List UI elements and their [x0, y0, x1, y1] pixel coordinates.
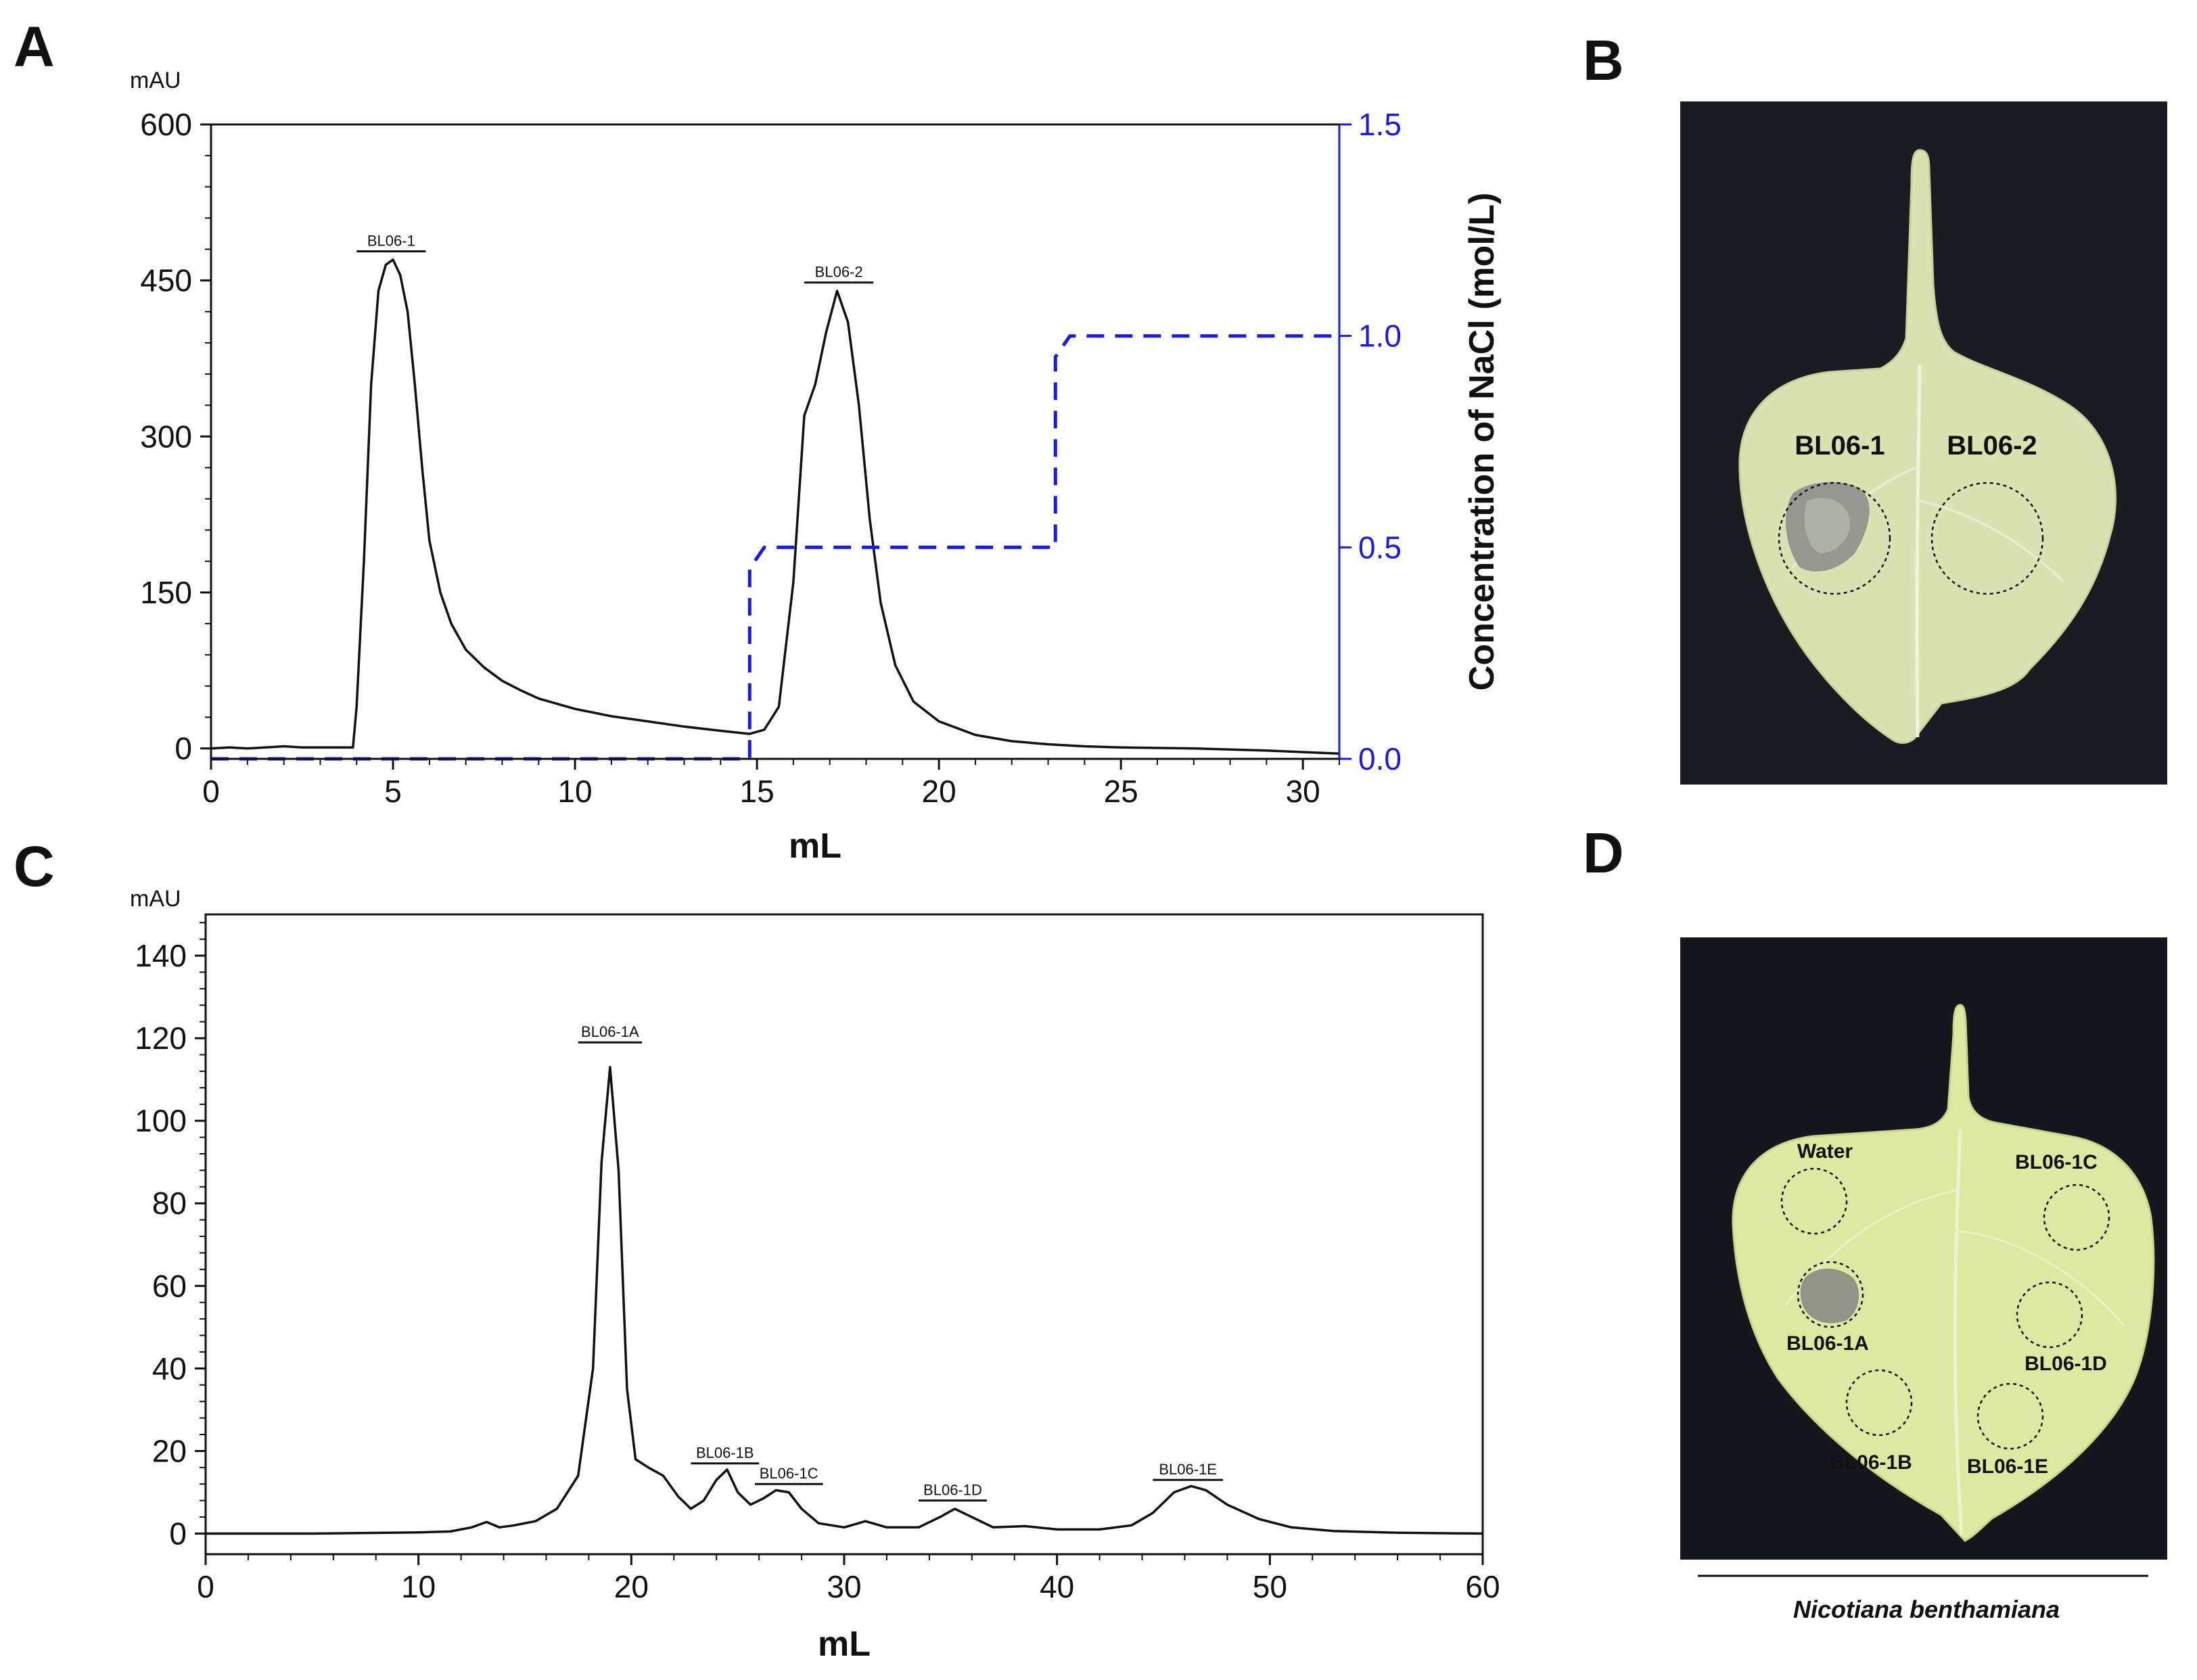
chart-a-peak-label-0: BL06-1 — [367, 233, 415, 250]
leaf-d-label-1a: BL06-1A — [1786, 1332, 1869, 1355]
panel-letter-a: A — [14, 15, 55, 78]
chart-c-series — [206, 1066, 1483, 1535]
chart-c-x-tick-label-2: 20 — [614, 1569, 649, 1604]
leaf-b-label-2: BL06-2 — [1947, 431, 2037, 461]
leaf-photo-d: Water BL06-1C BL06-1A BL06-1D BL06-1B BL… — [1680, 937, 2167, 1623]
species-label: Nicotiana benthamiana — [1793, 1595, 2060, 1623]
chart-a-series — [210, 258, 1340, 761]
chart-c-x-tick-label-5: 50 — [1253, 1569, 1287, 1604]
chart-a-frame — [210, 123, 1341, 760]
chart-a-y2-tick-label-0: 0.0 — [1358, 741, 1402, 776]
leaf-d-label-1c: BL06-1C — [2015, 1151, 2098, 1173]
chart-c-x-tick-label-6: 60 — [1465, 1569, 1500, 1604]
chart-a-x-axis-title: mL — [789, 826, 841, 866]
chart-a-x-tick-label-6: 30 — [1286, 774, 1320, 809]
chart-a-x-tick-label-0: 0 — [202, 774, 220, 809]
chart-c-series-line-0 — [206, 1066, 1483, 1535]
leaf-d-circle-1a — [1797, 1261, 1864, 1328]
chart-c-y-tick-label-6: 120 — [135, 1021, 187, 1056]
chart-a-x-tick-label-4: 20 — [922, 774, 956, 809]
chart-c-peak-label-0: BL06-1A — [581, 1023, 639, 1040]
chart-c-y-tick-label-3: 60 — [152, 1268, 187, 1303]
chart-c-y-tick-label-4: 80 — [152, 1186, 187, 1221]
chart-a: mAU 0 5 10 15 20 25 3001503004506000.00.51.01.… — [130, 68, 1502, 866]
chart-a-x-tick-label-3: 15 — [740, 774, 774, 809]
leaf-d-midrib — [1953, 1129, 1964, 1536]
panel-letter-b: B — [1583, 28, 1624, 92]
leaf-d-label-1b: BL06-1B — [1830, 1451, 1912, 1474]
chart-c-y-tick-label-2: 40 — [152, 1351, 187, 1386]
chart-a-y-tick-label-4: 600 — [140, 107, 192, 142]
leaf-d-label-1d: BL06-1D — [2025, 1353, 2107, 1375]
chart-c-peak-label-1: BL06-1B — [696, 1445, 754, 1462]
leaf-d-circle-1b — [1845, 1369, 1913, 1437]
chart-c: mAU 0 10 20 30 40 50 60 0 20 40 60 80 100 120 140 BL06… — [130, 886, 1500, 1664]
chart-a-series-line-0 — [210, 258, 1340, 755]
chart-a-y2-tick-label-3: 1.5 — [1358, 107, 1402, 142]
chart-c-y-tick-label-0: 0 — [169, 1516, 187, 1551]
leaf-d-circle-1e — [1976, 1382, 2044, 1450]
chart-a-x-tick-label-5: 25 — [1104, 774, 1138, 809]
chart-c-x-tick-label-1: 10 — [401, 1569, 436, 1604]
leaf-d-vein-right — [1956, 1230, 2125, 1326]
leaf-b-shape — [1738, 149, 2117, 744]
panel-letter-d: D — [1583, 821, 1624, 885]
chart-a-y2-axis-title: Concentration of NaCl (mol/L) — [1462, 193, 1502, 691]
chart-c-x-tick-label-4: 40 — [1040, 1569, 1074, 1604]
leaf-d-label-water: Water — [1797, 1140, 1853, 1163]
panel-letter-c: C — [14, 835, 55, 898]
leaf-photo-b: BL06-1 BL06-2 — [1680, 101, 2167, 785]
chart-a-y-tick-label-1: 150 — [140, 575, 192, 610]
leaf-d-label-1e: BL06-1E — [1967, 1455, 2048, 1478]
leaf-b-circle-2 — [1930, 482, 2044, 595]
chart-c-axis-ticks: 0 10 20 30 40 50 60 0 20 40 60 80 100 120 140 — [135, 922, 1500, 1604]
chart-c-frame — [204, 913, 1484, 1556]
chart-c-peak-label-2: BL06-1C — [760, 1465, 818, 1482]
chart-a-x-tick-label-2: 10 — [557, 774, 592, 809]
leaf-d-lesion — [1800, 1268, 1859, 1324]
leaf-d-shape — [1732, 1004, 2155, 1542]
chart-a-peak-labels: BL06-1 BL06-2 — [356, 233, 874, 284]
chart-a-y2-tick-label-1: 0.5 — [1358, 530, 1402, 565]
leaf-b-lesion-highlight — [1804, 498, 1851, 554]
chart-a-peak-label-1: BL06-2 — [815, 264, 863, 281]
chart-c-y-tick-label-7: 140 — [135, 938, 187, 973]
chart-c-peak-label-4: BL06-1E — [1159, 1461, 1217, 1478]
chart-c-peak-label-3: BL06-1D — [923, 1482, 982, 1499]
chart-a-y-tick-label-2: 300 — [140, 419, 192, 454]
chart-a-series-line-1 — [211, 334, 1339, 761]
leaf-b-circle-1 — [1778, 482, 1891, 595]
chart-a-x-tick-label-1: 5 — [384, 774, 402, 809]
chart-c-peak-labels: BL06-1A BL06-1B BL06-1C BL06-1D BL06-1E — [578, 1023, 1224, 1502]
leaf-b-midrib — [1915, 365, 1922, 738]
leaf-d-circle-1c — [2043, 1184, 2110, 1251]
chart-c-y-tick-label-5: 100 — [135, 1103, 187, 1138]
leaf-d-circle-1d — [2016, 1281, 2083, 1349]
chart-c-y-unit: mAU — [130, 886, 181, 912]
leaf-b-label-1: BL06-1 — [1795, 431, 1884, 461]
chart-c-x-tick-label-0: 0 — [197, 1569, 214, 1604]
leaf-b-vein-right — [1918, 499, 2064, 583]
chart-c-x-tick-label-3: 30 — [827, 1569, 861, 1604]
chart-a-y2-tick-label-2: 1.0 — [1358, 319, 1402, 354]
leaf-d-circle-water — [1780, 1167, 1848, 1235]
chart-a-y-tick-label-3: 450 — [140, 263, 192, 298]
chart-c-y-tick-label-1: 20 — [152, 1433, 187, 1468]
chart-a-y-tick-label-0: 0 — [175, 731, 192, 766]
chart-c-x-axis-title: mL — [818, 1625, 871, 1664]
chart-a-y-unit: mAU — [130, 68, 181, 93]
